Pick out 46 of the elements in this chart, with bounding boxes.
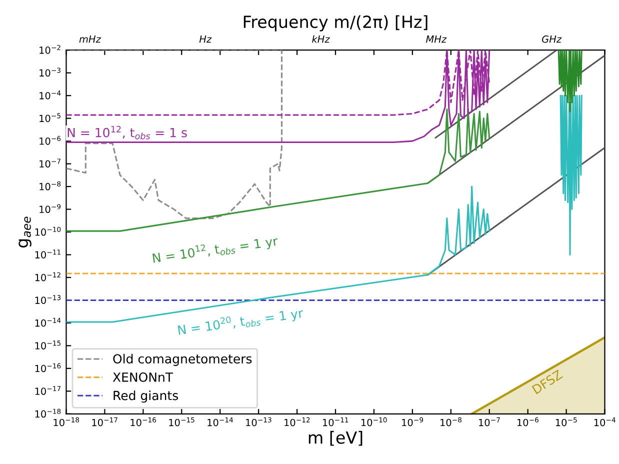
x-tick-label: 10$^{−6}$ xyxy=(517,417,538,426)
text: kHz xyxy=(312,35,330,43)
text: mHz xyxy=(79,36,102,43)
y-tick-label: 10$^{−2}$ xyxy=(40,44,60,54)
y-tick-label: 10$^{−7}$ xyxy=(40,158,60,168)
x-axis-title: m [eV] xyxy=(308,430,362,446)
x-tick-label: 10$^{−8}$ xyxy=(440,417,462,426)
text: GHz xyxy=(542,35,562,43)
text: MHz xyxy=(426,36,447,43)
y-tick-label: 10$^{−8}$ xyxy=(40,181,61,190)
y-tick-label: 10$^{−14}$ xyxy=(35,318,61,327)
y-tick-label: 10$^{−13}$ xyxy=(35,295,61,304)
y-tick-label: 10$^{−9}$ xyxy=(40,204,61,214)
x-tick-label: 10$^{−9}$ xyxy=(402,417,424,426)
annotation: N = 10$^{20}$, t$_{obs}$ = 1 yr xyxy=(178,306,304,338)
x-tick-label: 10$^{−5}$ xyxy=(556,417,577,426)
x-tick-label: 10$^{−7}$ xyxy=(479,417,500,426)
y-tick-label: 10$^{−11}$ xyxy=(35,250,60,258)
y-tick-label: 10$^{−15}$ xyxy=(35,340,60,350)
annotation: N = 10$^{12}$, t$_{obs}$ = 1 s xyxy=(68,126,187,140)
y-tick-label: 10$^{−18}$ xyxy=(35,408,61,418)
x-tick-label: 10$^{−14}$ xyxy=(208,417,233,426)
legend-label: XENONnT xyxy=(112,372,174,382)
x-tick-label: 10$^{−15}$ xyxy=(169,417,194,426)
legend-label: Old comagnetometers xyxy=(113,354,252,366)
y-tick-label: 10$^{−5}$ xyxy=(40,113,60,122)
y-tick-label: 10$^{−12}$ xyxy=(35,272,60,282)
x-tick-label: 10$^{−16}$ xyxy=(130,417,156,426)
x-tick-label: 10$^{−12}$ xyxy=(284,417,310,426)
x-tick-label: 10$^{−13}$ xyxy=(246,417,272,426)
legend-label: Red giants xyxy=(114,390,178,403)
annotation: N = 10$^{12}$, t$_{obs}$ = 1 yr xyxy=(152,234,279,266)
x-tick-label: 10$^{−4}$ xyxy=(594,417,616,426)
y-tick-label: 10$^{−4}$ xyxy=(40,90,61,100)
x-tick-label: 10$^{−10}$ xyxy=(361,417,387,426)
text: Hz xyxy=(199,36,212,43)
y-tick-label: 10$^{−6}$ xyxy=(40,136,61,145)
y-axis-title: g$_{aee}$ xyxy=(18,216,32,248)
y-tick-label: 10$^{−10}$ xyxy=(35,226,61,236)
y-tick-label: 10$^{−16}$ xyxy=(35,363,61,372)
x-tick-label: 10$^{−11}$ xyxy=(323,417,348,426)
y-tick-label: 10$^{−3}$ xyxy=(40,68,60,77)
chart-title: Frequency m/(2π) [Hz] xyxy=(244,15,428,32)
x-tick-label: 10$^{−18}$ xyxy=(54,417,80,426)
y-tick-label: 10$^{−17}$ xyxy=(35,386,60,395)
x-tick-label: 10$^{−17}$ xyxy=(92,417,118,426)
